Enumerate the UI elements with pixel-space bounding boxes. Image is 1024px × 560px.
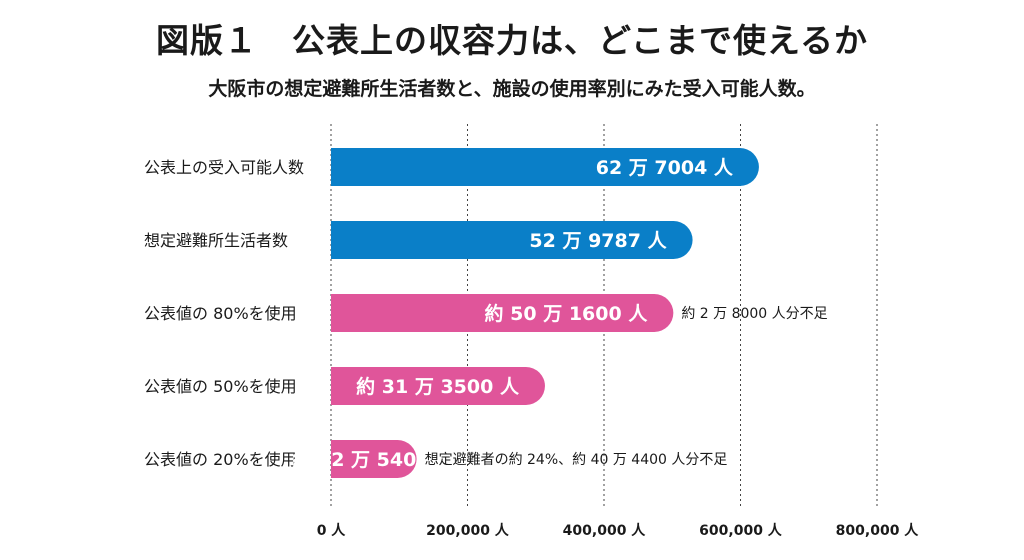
bar — [331, 294, 674, 332]
bar — [331, 440, 417, 478]
x-tick-label: 400,000 人 — [563, 522, 647, 539]
bar-value-label: 52 万 9787 人 — [529, 230, 667, 252]
x-tick-label: 800,000 人 — [836, 522, 920, 539]
x-tick-label: 600,000 人 — [699, 522, 783, 539]
category-label: 想定避難所生活者数 — [144, 231, 288, 250]
bar-value-label: 約 50 万 1600 人 — [485, 302, 649, 325]
x-tick-label: 200,000 人 — [426, 522, 510, 539]
category-label: 公表上の受入可能人数 — [144, 158, 304, 177]
bar — [331, 148, 759, 186]
bar-value-label: 62 万 7004 人 — [596, 157, 734, 179]
chart-subtitle: 大阪市の想定避難所生活者数と、施設の使用率別にみた受入可能人数。 — [208, 78, 816, 100]
chart-title: 図版１ 公表上の収容力は、どこまで使えるか — [155, 21, 869, 60]
bar-annotation: 約 2 万 8000 人分不足 — [681, 306, 827, 322]
bar-annotation: 想定避難者の約 24%、約 40 万 4400 人分不足 — [425, 452, 728, 468]
category-label: 公表値の 50%を使用 — [144, 377, 297, 396]
category-label: 公表値の 20%を使用 — [144, 450, 297, 469]
bar-value-label: 約 12 万 5400 人 — [292, 448, 456, 471]
category-label: 公表値の 80%を使用 — [144, 304, 297, 323]
bar-value-label: 約 31 万 3500 人 — [356, 375, 520, 398]
x-tick-label: 0 人 — [317, 522, 347, 539]
bar — [331, 221, 693, 259]
bar — [331, 367, 545, 405]
